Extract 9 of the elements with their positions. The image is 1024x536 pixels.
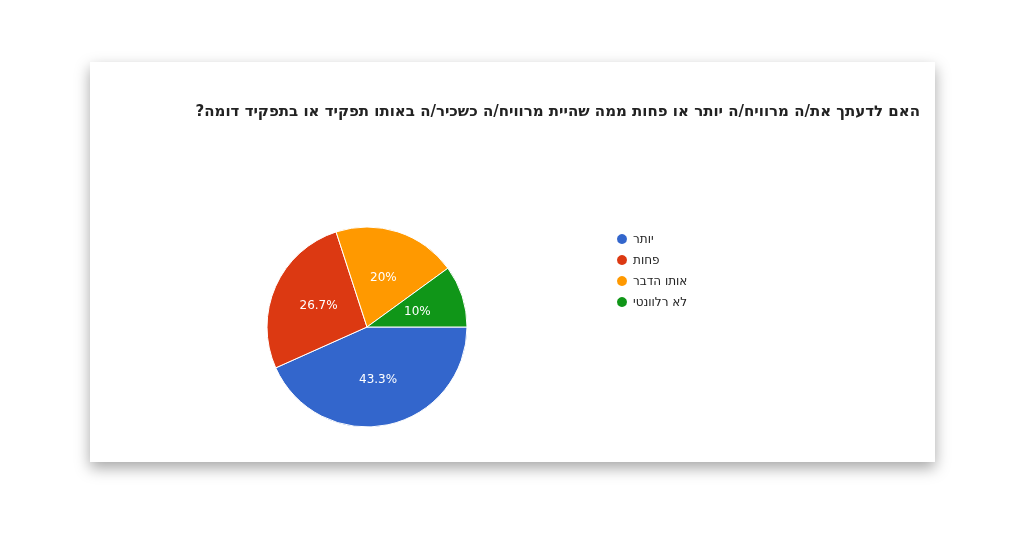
- legend-label: אותו הדבר: [633, 274, 688, 288]
- data-label: 26.7%: [299, 298, 338, 313]
- data-label: 10%: [404, 303, 431, 318]
- legend-label: לא רלוונטי: [633, 295, 688, 309]
- chart-title: האם לדעתך את/ה מרוויח/ה יותר או פחות ממה שהיית מרוויח/ה כשכיר/ה באותו תפקיד או בתפקיד דומה?: [194, 101, 920, 122]
- legend-label: פחות: [633, 253, 660, 267]
- data-label: 43.3%: [359, 371, 398, 386]
- data-label: 20%: [370, 269, 397, 284]
- legend-label: יותר: [633, 232, 654, 246]
